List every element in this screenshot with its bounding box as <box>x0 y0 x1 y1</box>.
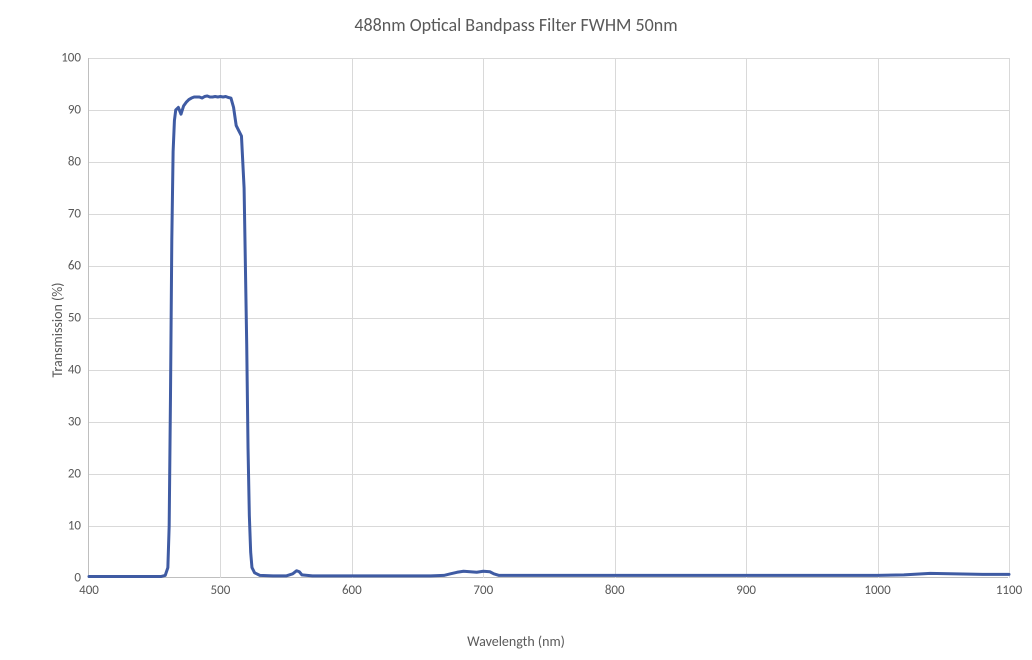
x-tick-label: 1000 <box>864 583 890 598</box>
x-tick-label: 700 <box>473 583 493 598</box>
x-axis-title: Wavelength (nm) <box>0 633 1032 650</box>
y-tick-label: 20 <box>68 467 81 482</box>
y-tick-label: 80 <box>68 155 81 170</box>
x-tick-label: 500 <box>211 583 231 598</box>
chart-container: 488nm Optical Bandpass Filter FWHM 50nm … <box>0 0 1032 660</box>
x-tick-label: 400 <box>79 583 99 598</box>
y-tick-label: 60 <box>68 259 81 274</box>
x-tick-label: 600 <box>342 583 362 598</box>
y-tick-label: 40 <box>68 363 81 378</box>
gridline-vertical <box>1009 58 1010 578</box>
series-svg <box>89 58 1009 578</box>
y-tick-label: 100 <box>61 51 81 66</box>
y-tick-label: 90 <box>68 103 81 118</box>
x-tick-label: 1100 <box>996 583 1022 598</box>
y-tick-label: 30 <box>68 415 81 430</box>
series-line-transmission <box>89 96 1009 576</box>
y-tick-label: 50 <box>68 311 81 326</box>
x-tick-label: 800 <box>605 583 625 598</box>
x-tick-label: 900 <box>736 583 756 598</box>
chart-title: 488nm Optical Bandpass Filter FWHM 50nm <box>0 14 1032 36</box>
plot-area: 0102030405060708090100400500600700800900… <box>88 58 1008 578</box>
y-tick-label: 10 <box>68 519 81 534</box>
y-axis-title: Transmission (%) <box>49 282 66 377</box>
y-tick-label: 70 <box>68 207 81 222</box>
